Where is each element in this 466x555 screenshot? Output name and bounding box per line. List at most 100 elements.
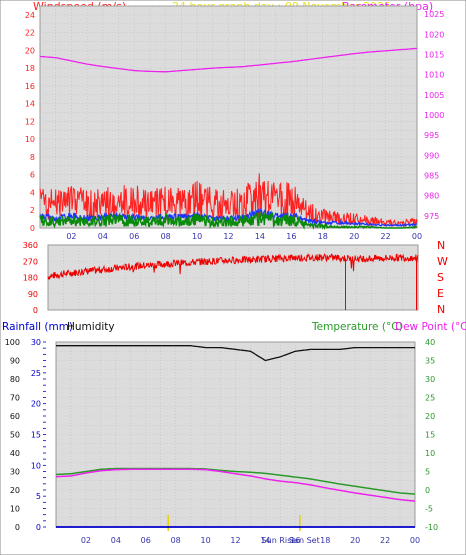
humidity-tick-label: 30 bbox=[10, 468, 20, 477]
rainfall-tick-label: 15 bbox=[31, 431, 41, 440]
humidity-tick-label: 40 bbox=[10, 449, 20, 458]
rainfall-tick-label: 25 bbox=[31, 369, 41, 378]
sunset-label: Sun Set bbox=[289, 536, 320, 545]
dewpoint-axis-title: Dew Point (°C) bbox=[395, 321, 466, 333]
time-tick-label: 00 bbox=[412, 232, 422, 241]
direction-tick-label: 270 bbox=[23, 257, 38, 266]
windspeed-tick-label: 16 bbox=[25, 82, 35, 91]
temperature-series-line bbox=[55, 467, 416, 495]
windspeed-tick-label: 20 bbox=[25, 46, 35, 55]
barometer-tick-label: 990 bbox=[424, 151, 439, 160]
compass-label: E bbox=[437, 287, 444, 300]
time-tick-label: 02 bbox=[81, 536, 91, 545]
wind-direction-series bbox=[47, 252, 419, 310]
barometer-tick-label: 995 bbox=[424, 131, 439, 140]
time-tick-label: 08 bbox=[171, 536, 181, 545]
time-tick-label: 06 bbox=[129, 232, 139, 241]
time-tick-label: 00 bbox=[410, 536, 420, 545]
temperature-tick-label: 10 bbox=[425, 449, 435, 458]
humidity-tick-label: 20 bbox=[10, 486, 20, 495]
windspeed-tick-label: 2 bbox=[30, 206, 35, 215]
humidity-tick-label: 90 bbox=[10, 357, 20, 366]
time-tick-label: 12 bbox=[230, 536, 240, 545]
barometer-tick-label: 1010 bbox=[424, 71, 444, 80]
windspeed-tick-label: 12 bbox=[25, 117, 35, 126]
rainfall-tick-label: 0 bbox=[36, 523, 41, 532]
temperature-tick-label: 35 bbox=[425, 357, 435, 366]
compass-label: N bbox=[437, 239, 445, 252]
windspeed-tick-label: 6 bbox=[30, 171, 35, 180]
wind-green-series-line bbox=[39, 210, 418, 231]
barometer-tick-label: 985 bbox=[424, 172, 439, 181]
barometer-tick-label: 1020 bbox=[424, 30, 444, 39]
time-tick-label: 02 bbox=[66, 232, 76, 241]
humidity-tick-label: 0 bbox=[15, 523, 20, 532]
barometer-tick-label: 1005 bbox=[424, 91, 444, 100]
time-tick-label: 18 bbox=[320, 536, 330, 545]
time-tick-label: 12 bbox=[223, 232, 233, 241]
dewpoint-series-line bbox=[55, 468, 416, 502]
time-tick-label: 04 bbox=[111, 536, 121, 545]
humidity-axis-title: Humidity bbox=[67, 321, 115, 333]
barometer-series-line bbox=[39, 47, 418, 73]
barometer-tick-label: 975 bbox=[424, 212, 439, 221]
humidity-tick-label: 60 bbox=[10, 412, 20, 421]
humidity-tick-label: 100 bbox=[5, 338, 20, 347]
compass-label: S bbox=[437, 271, 444, 284]
time-tick-label: 08 bbox=[161, 232, 171, 241]
time-tick-label: 10 bbox=[200, 536, 210, 545]
time-tick-label: 22 bbox=[380, 536, 390, 545]
temperature-axis-title: Temperature (°C) bbox=[311, 321, 403, 333]
windspeed-tick-label: 4 bbox=[30, 188, 35, 197]
temperature-tick-label: 25 bbox=[425, 394, 435, 403]
windspeed-tick-label: 10 bbox=[25, 135, 35, 144]
temperature-tick-label: 40 bbox=[425, 338, 435, 347]
windspeed-tick-label: 0 bbox=[30, 224, 35, 233]
rainfall-tick-label: 5 bbox=[36, 492, 41, 501]
time-tick-label: 22 bbox=[380, 232, 390, 241]
rainfall-tick-label: 10 bbox=[31, 461, 41, 470]
compass-label: N bbox=[437, 303, 445, 316]
humidity-tick-label: 50 bbox=[10, 431, 20, 440]
windspeed-tick-label: 8 bbox=[30, 153, 35, 162]
temperature-tick-label: -10 bbox=[425, 523, 438, 532]
rainfall-tick-label: 20 bbox=[31, 400, 41, 409]
time-tick-label: 20 bbox=[350, 536, 360, 545]
rainfall-tick-label: 30 bbox=[31, 338, 41, 347]
rainfall-axis-title: Rainfall (mm) bbox=[2, 321, 73, 333]
humidity-tick-label: 70 bbox=[10, 394, 20, 403]
direction-tick-label: 180 bbox=[23, 274, 38, 283]
temperature-tick-label: 5 bbox=[425, 468, 430, 477]
time-tick-label: 18 bbox=[318, 232, 328, 241]
barometer-tick-label: 1000 bbox=[424, 111, 444, 120]
time-tick-label: 04 bbox=[98, 232, 108, 241]
time-tick-label: 16 bbox=[290, 536, 300, 545]
temperature-tick-label: 15 bbox=[425, 431, 435, 440]
windspeed-tick-label: 18 bbox=[25, 64, 35, 73]
time-tick-label: 14 bbox=[260, 536, 270, 545]
barometer-tick-label: 980 bbox=[424, 192, 439, 201]
direction-tick-label: 90 bbox=[28, 290, 38, 299]
humidity-tick-label: 10 bbox=[10, 505, 20, 514]
time-tick-label: 06 bbox=[141, 536, 151, 545]
time-tick-label: 20 bbox=[349, 232, 359, 241]
barometer-tick-label: 1015 bbox=[424, 50, 444, 59]
temperature-tick-label: 30 bbox=[425, 375, 435, 384]
time-tick-label: 14 bbox=[255, 232, 265, 241]
humidity-series-line bbox=[56, 345, 415, 362]
compass-label: W bbox=[437, 255, 448, 268]
time-tick-label: 16 bbox=[286, 232, 296, 241]
windspeed-tick-label: 24 bbox=[25, 11, 35, 20]
sunrise-label: Sun Rise bbox=[262, 536, 297, 545]
barometer-tick-label: 1025 bbox=[424, 10, 444, 19]
temperature-tick-label: -5 bbox=[425, 505, 433, 514]
direction-tick-label: 0 bbox=[33, 306, 38, 315]
windspeed-tick-label: 22 bbox=[25, 29, 35, 38]
temperature-tick-label: 20 bbox=[425, 412, 435, 421]
time-tick-label: 10 bbox=[192, 232, 202, 241]
windspeed-tick-label: 14 bbox=[25, 100, 35, 109]
